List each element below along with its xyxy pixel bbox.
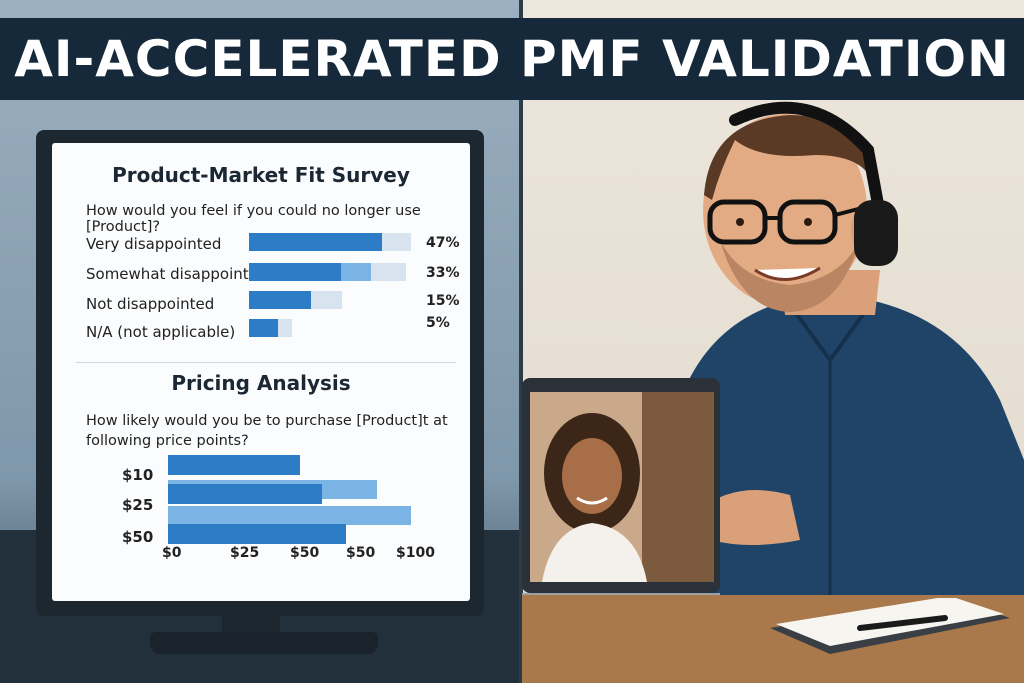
notebook [770, 598, 1010, 654]
survey-bar [249, 319, 278, 337]
pricing-title: Pricing Analysis [171, 371, 351, 395]
survey-bar [249, 233, 382, 251]
price-axis-tick: $50 [346, 545, 376, 561]
survey-percent-label: 47% [426, 235, 460, 251]
headphones-icon [729, 101, 898, 266]
monitor-screen: Product-Market Fit Survey How would you … [52, 143, 470, 601]
glasses-icon [707, 199, 863, 245]
price-bar [168, 455, 300, 475]
person-illustration [660, 101, 1024, 595]
survey-percent-label: 5% [426, 315, 450, 331]
title-banner: AI-ACCELERATED PMF VALIDATION [0, 18, 1024, 100]
price-bar [168, 524, 346, 544]
price-axis-tick: $100 [396, 545, 435, 561]
survey-row-label: N/A (not applicable) [86, 323, 236, 341]
price-axis-tick: $25 [230, 545, 260, 561]
survey-percent-label: 15% [426, 293, 460, 309]
survey-row-label: Very disappointed [86, 235, 222, 253]
survey-bar [249, 263, 341, 281]
panel-divider [519, 0, 523, 683]
survey-bar [249, 291, 311, 309]
price-axis-tick: $50 [290, 545, 320, 561]
price-bar-secondary [168, 506, 411, 525]
price-point-label: $10 [122, 466, 154, 484]
pricing-question-line1: How likely would you be to purchase [Pro… [86, 413, 448, 429]
survey-question: How would you feel if you could no longe… [86, 203, 421, 235]
price-point-label: $25 [122, 496, 154, 514]
pricing-question-line2: following price points? [86, 433, 249, 449]
pen-icon [857, 615, 948, 631]
price-point-label: $50 [122, 528, 154, 546]
survey-title: Product-Market Fit Survey [112, 163, 410, 187]
monitor-stand-base [150, 632, 378, 654]
banner-title: AI-ACCELERATED PMF VALIDATION [14, 30, 1010, 88]
survey-row-label: Not disappointed [86, 295, 215, 313]
price-axis-tick: $0 [162, 545, 182, 561]
price-bar [168, 484, 322, 504]
section-divider [76, 362, 456, 363]
survey-percent-label: 33% [426, 265, 460, 281]
survey-row-label: Somewhat disappointed [86, 265, 268, 283]
